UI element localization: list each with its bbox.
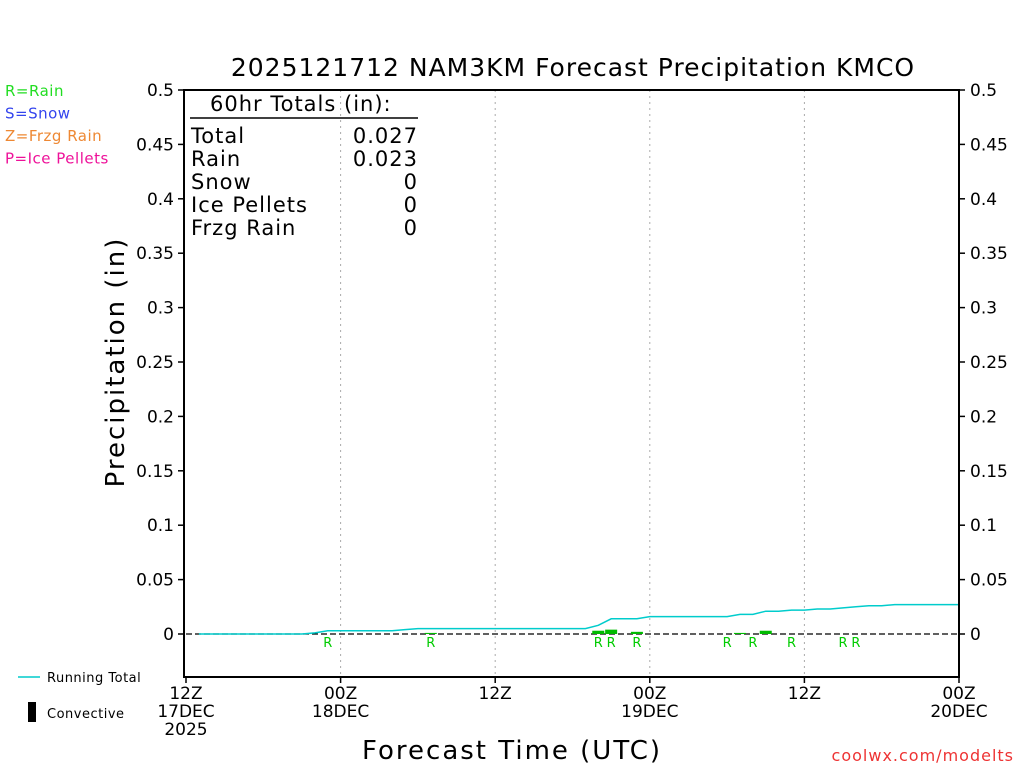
precip-bar xyxy=(605,629,618,634)
precip-type-legend-item: R=Rain xyxy=(5,82,64,100)
y-tick-label-left: 0.35 xyxy=(136,244,174,264)
y-axis-label: Precipitation (in) xyxy=(101,237,131,488)
y-tick-label-right: 0.05 xyxy=(970,571,1008,591)
convective-legend-label: Convective xyxy=(47,707,125,722)
series-legend: Running Total Convective xyxy=(18,671,141,722)
x-tick-label: 00Z xyxy=(942,684,975,704)
convective-legend-swatch xyxy=(28,702,36,722)
y-tick-label-left: 0.3 xyxy=(147,299,174,319)
x-tick-label: 00Z xyxy=(324,684,357,704)
precip-bar xyxy=(759,630,772,634)
x-tick-label: 2025 xyxy=(164,720,207,740)
y-tick-label-left: 0.15 xyxy=(136,462,174,482)
precip-type-marker: R xyxy=(594,636,603,651)
chart-title: 2025121712 NAM3KM Forecast Precipitation… xyxy=(231,53,915,82)
totals-row-value: 0.027 xyxy=(353,124,418,148)
y-tick-label-left: 0 xyxy=(163,625,174,645)
y-tick-label-left: 0.4 xyxy=(147,190,174,210)
totals-row-value: 0 xyxy=(404,193,418,217)
precip-type-legend: R=Rain S=Snow Z=Frzg Rain P=Ice Pellets xyxy=(5,82,109,168)
y-tick-label-left: 0.25 xyxy=(136,353,174,373)
precip-type-marker: R xyxy=(723,636,732,651)
precip-bar xyxy=(592,630,605,634)
credit-text: coolwx.com/modelts xyxy=(832,746,1014,765)
precip-type-legend-item: Z=Frzg Rain xyxy=(5,127,102,145)
precip-type-marker: R xyxy=(748,636,757,651)
y-tick-label-left: 0.45 xyxy=(136,135,174,155)
x-tick-label: 00Z xyxy=(633,684,666,704)
y-tick-label-left: 0.2 xyxy=(147,407,174,427)
totals-row-label: Total xyxy=(190,124,245,148)
y-tick-label-left: 0.5 xyxy=(147,81,174,101)
precip-type-legend-item: S=Snow xyxy=(5,105,71,123)
y-tick-label-right: 0.2 xyxy=(970,407,997,427)
y-tick-label-right: 0.45 xyxy=(970,135,1008,155)
precip-type-marker: R xyxy=(839,636,848,651)
precip-type-marker: R xyxy=(787,636,796,651)
precip-type-marker: R xyxy=(323,636,332,651)
y-tick-label-right: 0.5 xyxy=(970,81,997,101)
y-tick-label-right: 0.4 xyxy=(970,190,997,210)
y-tick-label-right: 0.25 xyxy=(970,353,1008,373)
y-tick-label-right: 0.1 xyxy=(970,516,997,536)
precip-type-legend-item: P=Ice Pellets xyxy=(5,150,109,168)
totals-row-value: 0.023 xyxy=(353,147,418,171)
precip-type-marker: R xyxy=(632,636,641,651)
plot-frame xyxy=(183,89,960,678)
totals-header: 60hr Totals (in): xyxy=(210,92,392,116)
y-axis-ticks: 0 00.05 0.050.1 0.10.15 0.150.2 0.20.25 0.250.… xyxy=(136,81,1008,645)
totals-box: 60hr Totals (in): Total 0.027 Rain 0.023 Sno… xyxy=(190,92,418,240)
x-tick-label: 12Z xyxy=(479,684,512,704)
totals-row-value: 0 xyxy=(404,216,418,240)
totals-rows: Total 0.027 Rain 0.023 Snow 0 Ice Pellets 0 Frzg… xyxy=(190,124,418,240)
x-tick-label: 12Z xyxy=(788,684,821,704)
grid-layer xyxy=(340,90,805,677)
precip-type-marker: R xyxy=(607,636,616,651)
y-tick-label-right: 0.3 xyxy=(970,299,997,319)
x-tick-label: 19DEC xyxy=(621,702,678,722)
x-tick-label: 20DEC xyxy=(930,702,987,722)
series-layer xyxy=(198,603,959,635)
y-tick-label-right: 0.35 xyxy=(970,244,1008,264)
hourly-bars xyxy=(424,629,772,634)
x-tick-label: 17DEC xyxy=(157,702,214,722)
x-axis-label: Forecast Time (UTC) xyxy=(362,736,662,766)
precip-type-marker: R xyxy=(426,636,435,651)
y-tick-label-right: 0.15 xyxy=(970,462,1008,482)
y-tick-label-right: 0 xyxy=(970,625,981,645)
y-tick-label-left: 0.1 xyxy=(147,516,174,536)
precip-type-marker: R xyxy=(851,636,860,651)
y-tick-label-left: 0.05 xyxy=(136,571,174,591)
x-tick-label: 12Z xyxy=(169,684,202,704)
precip-bar xyxy=(630,631,643,634)
totals-row-value: 0 xyxy=(404,170,418,194)
running-total-legend-label: Running Total xyxy=(47,671,141,686)
totals-row-label: Rain xyxy=(191,147,241,171)
totals-row-label: Snow xyxy=(191,170,252,194)
totals-row-label: Ice Pellets xyxy=(191,193,308,217)
totals-row-label: Frzg Rain xyxy=(191,216,296,240)
running-total-line xyxy=(198,603,959,635)
precip-bar xyxy=(424,632,437,634)
x-tick-label: 18DEC xyxy=(312,702,369,722)
precip-bar xyxy=(733,632,746,634)
